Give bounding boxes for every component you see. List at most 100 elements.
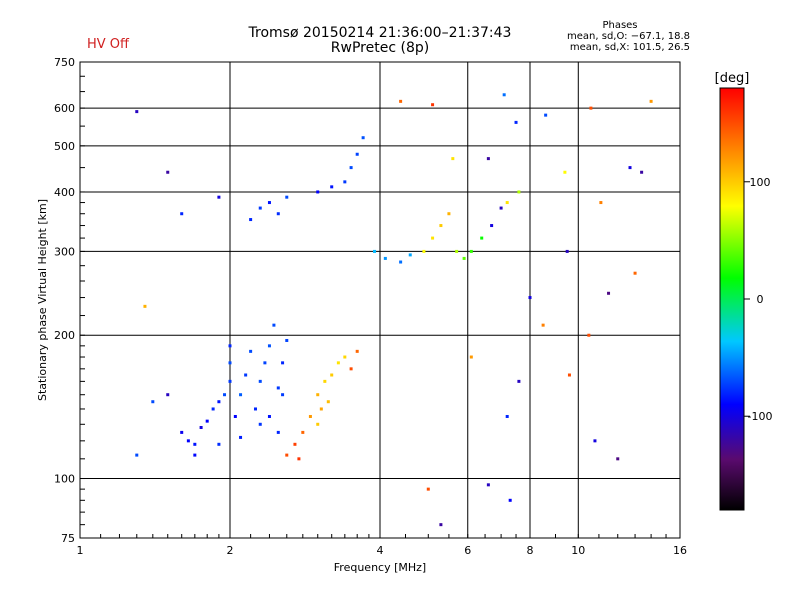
y-tick-label: 200	[54, 329, 75, 342]
y-tick-label: 400	[54, 186, 75, 199]
echo-point	[293, 443, 296, 446]
echo-point	[316, 190, 319, 193]
ionogram-chart: 1 2 4 6 8 10 1675100200300400500600750 Frequen…	[0, 0, 800, 600]
echo-point	[143, 305, 146, 308]
echo-point	[229, 380, 232, 383]
colorbar-tick-label: -100	[748, 410, 773, 423]
colorbar-label: [deg]	[715, 71, 750, 86]
echo-point	[323, 380, 326, 383]
echo-point	[259, 423, 262, 426]
y-tick-label: 750	[54, 56, 75, 69]
echo-point	[217, 443, 220, 446]
x-tick-label: 8	[527, 544, 534, 557]
y-tick-label: 500	[54, 140, 75, 153]
echo-point	[254, 407, 257, 410]
x-tick-label: 2	[227, 544, 234, 557]
echo-point	[297, 457, 300, 460]
echo-point	[544, 114, 547, 117]
echo-point	[193, 454, 196, 457]
echo-point	[506, 415, 509, 418]
echo-point	[470, 356, 473, 359]
echo-point	[350, 367, 353, 370]
echo-point	[327, 400, 330, 403]
echo-point	[200, 426, 203, 429]
echo-point	[650, 100, 653, 103]
echo-point	[229, 361, 232, 364]
echo-point	[277, 431, 280, 434]
echo-point	[212, 407, 215, 410]
echo-point	[439, 523, 442, 526]
echo-point	[515, 121, 518, 124]
echo-point	[217, 196, 220, 199]
echo-point	[244, 374, 247, 377]
colorbar-tick-label: 100	[750, 176, 771, 189]
echo-point	[277, 386, 280, 389]
echo-point	[373, 250, 376, 253]
x-tick-label: 16	[673, 544, 687, 557]
echo-point	[343, 356, 346, 359]
echo-point	[320, 407, 323, 410]
echo-point	[463, 257, 466, 260]
echo-point	[487, 483, 490, 486]
echo-point	[431, 237, 434, 240]
echo-point	[503, 93, 506, 96]
echo-point	[277, 212, 280, 215]
echo-point	[187, 439, 190, 442]
echo-point	[422, 250, 425, 253]
echo-point	[285, 339, 288, 342]
echo-point	[356, 153, 359, 156]
echo-point	[285, 196, 288, 199]
echo-point	[399, 100, 402, 103]
echo-point	[272, 324, 275, 327]
x-tick-label: 1	[77, 544, 84, 557]
echo-point	[500, 207, 503, 210]
echo-point	[193, 443, 196, 446]
x-tick-label: 6	[464, 544, 471, 557]
echo-point	[634, 272, 637, 275]
echo-point	[259, 380, 262, 383]
echo-point	[399, 261, 402, 264]
echo-point	[542, 324, 545, 327]
colorbar-tick-label: 0	[757, 293, 764, 306]
echo-point	[566, 250, 569, 253]
echo-point	[431, 103, 434, 106]
y-tick-label: 600	[54, 102, 75, 115]
echo-point	[166, 171, 169, 174]
echo-point	[356, 350, 359, 353]
echo-point	[337, 361, 340, 364]
echo-point	[616, 457, 619, 460]
echo-point	[517, 380, 520, 383]
echo-point	[249, 350, 252, 353]
echo-point	[629, 166, 632, 169]
echo-point	[599, 201, 602, 204]
echo-point	[487, 157, 490, 160]
echo-point	[587, 334, 590, 337]
echo-point	[229, 344, 232, 347]
echo-point	[506, 201, 509, 204]
echo-point	[268, 415, 271, 418]
echo-point	[281, 361, 284, 364]
echo-point	[362, 136, 365, 139]
echo-point	[447, 212, 450, 215]
echo-point	[206, 420, 209, 423]
echo-point	[249, 218, 252, 221]
echo-point	[135, 110, 138, 113]
echo-point	[409, 253, 412, 256]
echo-point	[640, 171, 643, 174]
echo-point	[427, 488, 430, 491]
echo-point	[350, 166, 353, 169]
echo-point	[529, 296, 532, 299]
y-tick-label: 100	[54, 473, 75, 486]
y-tick-label: 75	[61, 532, 75, 545]
echo-point	[217, 400, 220, 403]
echo-point	[593, 439, 596, 442]
echo-point	[268, 201, 271, 204]
echo-point	[330, 185, 333, 188]
echo-point	[285, 454, 288, 457]
echo-point	[589, 107, 592, 110]
echo-point	[151, 400, 154, 403]
echo-point	[180, 212, 183, 215]
echo-point	[316, 423, 319, 426]
x-tick-label: 10	[571, 544, 585, 557]
echo-point	[180, 431, 183, 434]
